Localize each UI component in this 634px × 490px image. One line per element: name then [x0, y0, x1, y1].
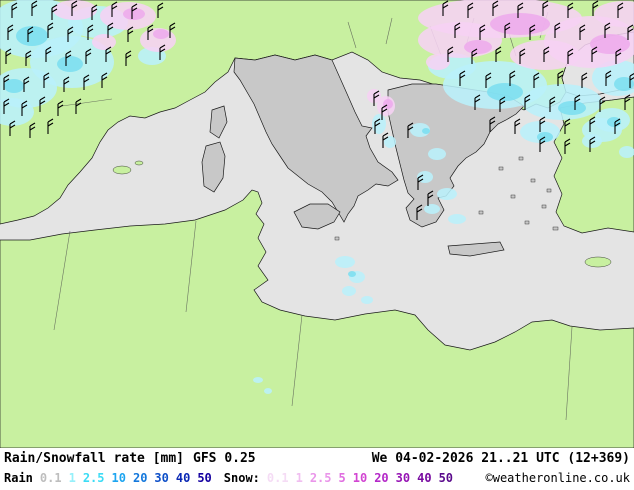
aegean-islands	[478, 156, 559, 231]
island-mallorca	[112, 165, 132, 175]
snow-scale-value: 20	[374, 471, 389, 485]
snow-scale-value: 1	[295, 471, 303, 485]
footer-line-2: Rain 0.1 1 2.5 10 20 30 40 50 Snow: 0.1 1 2.5 5 10 2…	[0, 468, 634, 487]
map-area	[0, 0, 634, 448]
rain-legend-values: 0.1 1 2.5 10 20 30 40 50	[33, 469, 212, 487]
rain-scale-value: 50	[197, 471, 212, 485]
legend-bar: Rain/Snowfall rate [mm] GFS 0.25 We 04-0…	[0, 448, 634, 490]
land-africa	[0, 189, 634, 448]
snow-scale-value: 5	[338, 471, 346, 485]
snow-legend-values: 0.1 1 2.5 5 10 20 30 40 50	[260, 469, 453, 487]
model-label: GFS 0.25	[193, 451, 256, 466]
island-menorca	[134, 160, 144, 166]
rain-scale-value: 0.1	[39, 471, 62, 485]
island-cyprus	[584, 256, 612, 268]
snow-legend-label: Snow:	[223, 471, 260, 485]
island-corsica	[209, 105, 228, 139]
snow-scale-value: 40	[417, 471, 432, 485]
snow-scale-value: 10	[352, 471, 368, 485]
snow-scale-value: 0.1	[266, 471, 289, 485]
valid-datetime: We 04-02-2026 21..21 UTC (12+369)	[371, 451, 630, 466]
rain-scale-value: 2.5	[82, 471, 105, 485]
island-sicily	[293, 203, 341, 230]
weather-map	[0, 0, 634, 448]
island-crete	[447, 241, 505, 257]
map-title: Rain/Snowfall rate [mm]	[4, 451, 185, 466]
rain-scale-value: 10	[111, 471, 126, 485]
map-title-group: Rain/Snowfall rate [mm] GFS 0.25	[4, 450, 256, 468]
rain-legend-label: Rain	[4, 471, 33, 485]
island-malta	[334, 236, 340, 241]
snow-scale-value: 50	[438, 471, 454, 485]
footer-line-1: Rain/Snowfall rate [mm] GFS 0.25 We 04-0…	[0, 448, 634, 468]
rain-scale-value: 30	[154, 471, 169, 485]
rain-scale-value: 1	[68, 471, 76, 485]
snow-scale-value: 2.5	[309, 471, 332, 485]
snow-scale-value: 30	[395, 471, 411, 485]
island-sardinia	[201, 141, 226, 193]
rain-scale-value: 40	[175, 471, 191, 485]
land-italy	[233, 54, 399, 223]
copyright-text: ©weatheronline.co.uk	[485, 471, 631, 485]
rain-scale-value: 20	[132, 471, 148, 485]
country-borders	[53, 11, 573, 421]
